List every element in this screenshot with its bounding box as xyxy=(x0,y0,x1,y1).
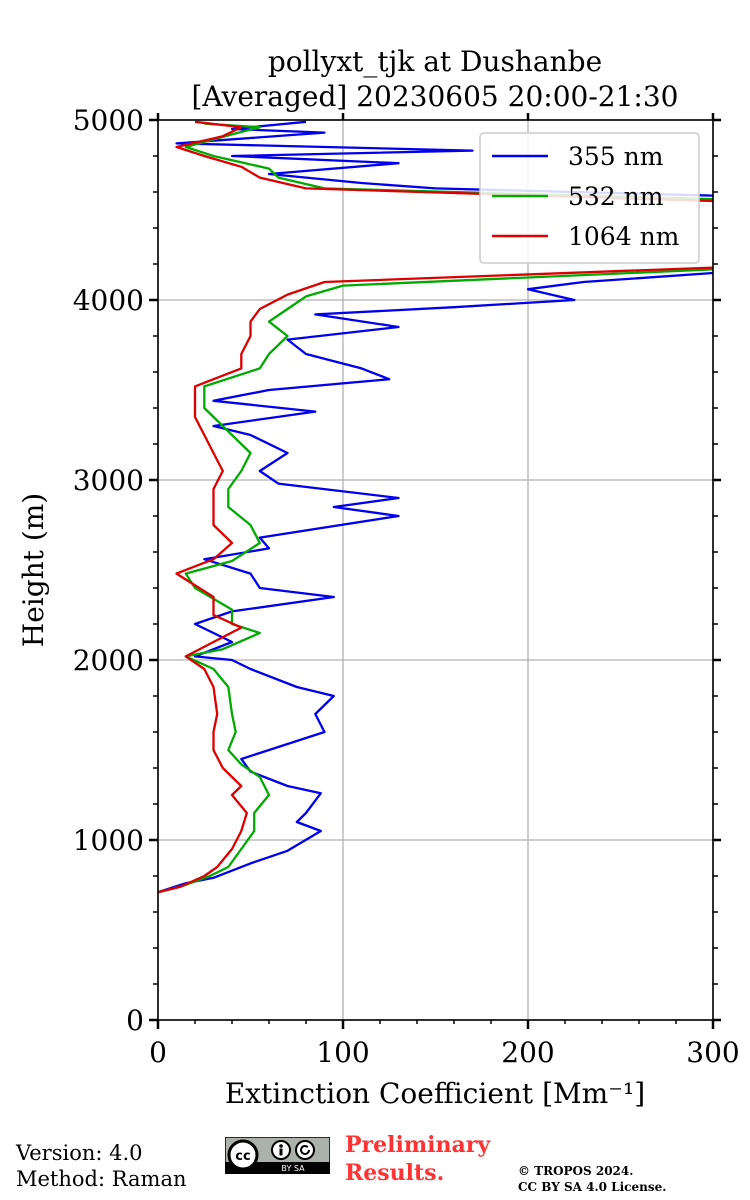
results-label: Results. xyxy=(345,1160,445,1186)
y-tick-label-0: 0 xyxy=(126,1004,144,1037)
sa-icon xyxy=(295,1140,315,1160)
series-line-1064-nm xyxy=(157,266,714,894)
method-text: Method: Raman xyxy=(16,1167,187,1191)
chart-subtitle: [Averaged] 20230605 20:00-21:30 xyxy=(192,80,679,113)
series-line-355-nm-upper xyxy=(175,120,714,197)
legend-label-2: 1064 nm xyxy=(568,222,680,251)
y-tick-label-5: 5000 xyxy=(73,104,144,137)
x-tick-label-1: 100 xyxy=(316,1036,369,1069)
copyright-text: © TROPOS 2024. xyxy=(518,1164,634,1178)
license-text: CC BY SA 4.0 License. xyxy=(518,1180,667,1194)
svg-text:cc: cc xyxy=(235,1149,250,1164)
cc-license-badge: cc BY SA xyxy=(224,1136,331,1175)
series-line-1064-nm-upper xyxy=(175,120,714,203)
x-axis-label: Extinction Coefficient [Mm⁻¹] xyxy=(225,1077,645,1110)
legend-box xyxy=(479,132,700,264)
x-tick-label-2: 200 xyxy=(501,1036,554,1069)
legend-label-0: 355 nm xyxy=(568,142,664,171)
y-axis-label: Height (m) xyxy=(17,493,50,647)
legend-label-1: 532 nm xyxy=(568,182,664,211)
chart-title: pollyxt_tjk at Dushanbe xyxy=(268,45,602,78)
series-line-532-nm-upper xyxy=(184,122,714,201)
series-line-355-nm xyxy=(157,271,714,894)
y-tick-label-4: 4000 xyxy=(73,284,144,317)
series-group xyxy=(157,120,714,894)
y-tick-label-1: 1000 xyxy=(73,824,144,857)
cc-badge-text: BY SA xyxy=(281,1164,305,1173)
legend: 355 nm 532 nm 1064 nm xyxy=(479,132,700,264)
x-tick-label-0: 0 xyxy=(149,1036,167,1069)
version-text: Version: 4.0 xyxy=(16,1141,143,1165)
cc-icon xyxy=(227,1139,259,1171)
plot-frame xyxy=(157,119,714,1021)
preliminary-label: Preliminary xyxy=(345,1132,491,1158)
x-tick-label-3: 300 xyxy=(686,1036,739,1069)
y-tick-label-2: 2000 xyxy=(73,644,144,677)
extinction-chart: pollyxt_tjk at Dushanbe [Averaged] 20230… xyxy=(17,45,740,1110)
y-tick-label-3: 3000 xyxy=(73,464,144,497)
